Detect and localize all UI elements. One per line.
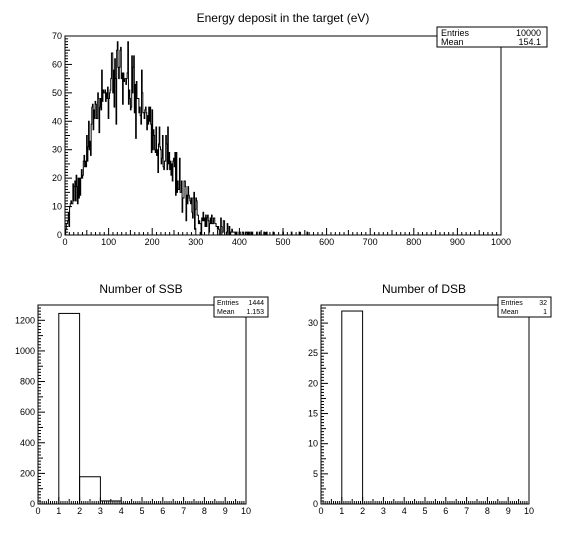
x-tick-label: 1 bbox=[56, 506, 61, 516]
x-tick-label: 400 bbox=[232, 237, 247, 247]
x-tick-label: 600 bbox=[319, 237, 334, 247]
y-tick-label: 25 bbox=[308, 348, 318, 358]
y-tick-label: 200 bbox=[20, 468, 35, 478]
x-tick-label: 4 bbox=[402, 506, 407, 516]
ssb-histogram bbox=[58, 312, 143, 505]
y-tick-label: 50 bbox=[52, 88, 62, 98]
x-tick-label: 8 bbox=[202, 506, 207, 516]
x-tick-label: 10 bbox=[241, 506, 251, 516]
energy-stats-box: Entries 10000 Mean 154.1 bbox=[436, 26, 548, 48]
y-tick-label: 1000 bbox=[15, 346, 35, 356]
ssb-stats-box: Entries 1444 Mean 1.153 bbox=[213, 296, 269, 318]
energy-axis-ticks: 0 100 200 300 400 500 600 700 800 900 1000 0 10 20 30 4… bbox=[52, 31, 511, 247]
x-tick-label: 8 bbox=[485, 506, 490, 516]
x-tick-label: 700 bbox=[363, 237, 378, 247]
energy-chart-title: Energy deposit in the target (eV) bbox=[197, 11, 370, 25]
y-tick-label: 20 bbox=[308, 378, 318, 388]
energy-entries-label: Entries bbox=[441, 28, 470, 38]
x-tick-label: 3 bbox=[381, 506, 386, 516]
energy-histogram-line bbox=[65, 41, 502, 236]
ssb-chart: Number of SSB 0 1 2 3 4 5 6 7 8 9 10 0 200 400 600 800 1… bbox=[15, 282, 269, 516]
y-tick-label: 30 bbox=[52, 145, 62, 155]
y-tick-label: 800 bbox=[20, 377, 35, 387]
y-tick-label: 15 bbox=[308, 409, 318, 419]
x-tick-label: 1 bbox=[339, 506, 344, 516]
y-tick-label: 0 bbox=[57, 230, 62, 240]
x-tick-label: 9 bbox=[223, 506, 228, 516]
x-tick-label: 10 bbox=[524, 506, 534, 516]
x-tick-label: 6 bbox=[160, 506, 165, 516]
dsb-stats-box: Entries 32 Mean 1 bbox=[497, 296, 552, 318]
x-tick-label: 800 bbox=[406, 237, 421, 247]
x-tick-label: 300 bbox=[188, 237, 203, 247]
dsb-histogram bbox=[341, 310, 364, 505]
y-tick-label: 1200 bbox=[15, 315, 35, 325]
ssb-stats-frame bbox=[213, 296, 269, 318]
y-tick-label: 0 bbox=[313, 499, 318, 509]
x-tick-label: 100 bbox=[101, 237, 116, 247]
dsb-chart-title: Number of DSB bbox=[382, 282, 466, 296]
x-tick-label: 1000 bbox=[491, 237, 511, 247]
x-tick-label: 0 bbox=[318, 506, 323, 516]
x-tick-label: 4 bbox=[119, 506, 124, 516]
energy-entries-value: 10000 bbox=[516, 28, 541, 38]
x-tick-label: 2 bbox=[77, 506, 82, 516]
energy-mean-label: Mean bbox=[441, 37, 464, 47]
y-tick-label: 5 bbox=[313, 469, 318, 479]
ssb-entries-value: 1444 bbox=[248, 300, 264, 307]
dsb-entries-label: Entries bbox=[501, 300, 523, 307]
energy-deposit-chart: Energy deposit in the target (eV) 0 100 20… bbox=[52, 11, 548, 247]
x-tick-label: 7 bbox=[181, 506, 186, 516]
ssb-plot-frame bbox=[37, 304, 247, 505]
dsb-stats-frame bbox=[497, 296, 552, 318]
dsb-plot-frame bbox=[320, 304, 530, 505]
y-tick-label: 400 bbox=[20, 438, 35, 448]
histogram-bin bbox=[99, 500, 122, 505]
histogram-bin bbox=[58, 312, 81, 505]
x-tick-label: 7 bbox=[464, 506, 469, 516]
x-tick-label: 200 bbox=[145, 237, 160, 247]
energy-stats-frame bbox=[436, 26, 548, 48]
x-tick-label: 5 bbox=[139, 506, 144, 516]
x-tick-label: 9 bbox=[506, 506, 511, 516]
dsb-chart: Number of DSB 0 1 2 3 4 5 6 7 8 9 10 0 5 10 15 20 25 30 E… bbox=[308, 282, 552, 516]
ssb-mean-label: Mean bbox=[217, 309, 235, 316]
dsb-mean-label: Mean bbox=[501, 309, 519, 316]
y-tick-label: 0 bbox=[30, 499, 35, 509]
energy-histogram bbox=[65, 41, 502, 236]
y-tick-label: 600 bbox=[20, 407, 35, 417]
histogram-bin bbox=[341, 310, 364, 505]
x-tick-label: 0 bbox=[35, 506, 40, 516]
energy-plot-frame bbox=[64, 35, 502, 236]
ssb-chart-title: Number of SSB bbox=[99, 282, 182, 296]
dsb-mean-value: 1 bbox=[543, 309, 547, 316]
y-tick-label: 10 bbox=[52, 202, 62, 212]
x-tick-label: 2 bbox=[360, 506, 365, 516]
x-tick-label: 6 bbox=[443, 506, 448, 516]
energy-mean-value: 154.1 bbox=[518, 37, 541, 47]
y-tick-label: 10 bbox=[308, 439, 318, 449]
y-tick-label: 40 bbox=[52, 116, 62, 126]
dsb-axis-ticks: 0 1 2 3 4 5 6 7 8 9 10 0 5 10 15 20 25 30 bbox=[308, 304, 534, 516]
ssb-mean-value: 1.153 bbox=[246, 309, 264, 316]
x-tick-label: 900 bbox=[450, 237, 465, 247]
histogram-bin bbox=[79, 476, 101, 505]
x-tick-label: 3 bbox=[98, 506, 103, 516]
y-tick-label: 70 bbox=[52, 31, 62, 41]
x-tick-label: 0 bbox=[62, 237, 67, 247]
y-tick-label: 30 bbox=[308, 318, 318, 328]
x-tick-label: 500 bbox=[275, 237, 290, 247]
y-tick-label: 60 bbox=[52, 59, 62, 69]
dsb-entries-value: 32 bbox=[539, 300, 547, 307]
ssb-entries-label: Entries bbox=[217, 300, 239, 307]
x-tick-label: 5 bbox=[422, 506, 427, 516]
y-tick-label: 20 bbox=[52, 173, 62, 183]
